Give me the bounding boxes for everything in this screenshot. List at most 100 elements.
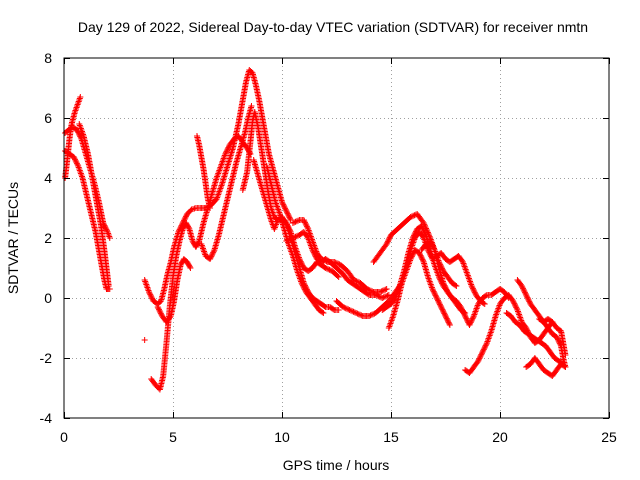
data-point-marker: [333, 260, 340, 267]
data-point-marker: [459, 307, 466, 314]
data-point-marker: [483, 341, 490, 348]
data-point-marker: [430, 244, 437, 251]
data-point-marker: [207, 205, 214, 211]
data-point-marker: [430, 287, 437, 294]
data-point-marker: [286, 214, 293, 221]
data-point-marker: [418, 255, 425, 262]
data-point-marker: [418, 253, 425, 260]
series-arc-24: [523, 355, 569, 379]
data-point-marker: [185, 224, 192, 231]
data-point-marker: [367, 312, 374, 319]
y-tick-label: 4: [44, 170, 52, 186]
data-point-marker: [182, 213, 189, 220]
data-point-marker: [381, 287, 388, 294]
data-point-marker: [181, 216, 188, 223]
data-point-marker: [477, 352, 484, 359]
data-points: [62, 67, 569, 393]
data-point-marker: [430, 288, 437, 295]
data-point-marker: [384, 292, 391, 299]
data-point-marker: [222, 151, 229, 157]
y-tick-labels: -4 -2 0 2 4 6 8: [40, 50, 53, 426]
data-point-marker: [224, 145, 231, 152]
data-point-marker: [148, 294, 155, 301]
data-point-marker: [147, 292, 154, 299]
data-point-marker: [289, 235, 296, 241]
data-point-marker: [282, 205, 289, 212]
data-point-marker: [444, 318, 451, 325]
x-tick-labels: 0 5 10 15 20 25: [60, 429, 617, 445]
data-point-marker: [73, 160, 80, 167]
data-point-marker: [300, 283, 307, 290]
data-point-marker: [520, 285, 527, 292]
data-point-marker: [350, 308, 357, 315]
series-arc-10: [198, 103, 255, 262]
data-point-marker: [379, 287, 386, 294]
data-point-marker: [463, 315, 470, 322]
data-point-marker: [416, 251, 423, 258]
y-tick-label: 2: [44, 230, 52, 246]
data-point-marker: [208, 252, 215, 259]
data-point-marker: [417, 252, 424, 259]
data-point-marker: [438, 304, 445, 310]
data-point-marker: [437, 302, 444, 309]
data-point-marker: [441, 311, 448, 318]
data-point-marker: [351, 309, 358, 316]
data-point-marker: [436, 300, 443, 307]
axis-ticks: [64, 58, 610, 419]
data-point-marker: [380, 294, 387, 301]
data-point-marker: [323, 265, 330, 272]
data-point-marker: [284, 210, 291, 217]
data-point-marker: [459, 257, 466, 264]
data-point-marker: [320, 310, 327, 316]
data-point-marker: [166, 314, 173, 321]
data-point-marker: [154, 304, 161, 310]
data-point-marker: [293, 218, 300, 225]
series-arc-8: [154, 256, 194, 325]
data-point-marker: [470, 286, 477, 293]
data-point-marker: [322, 257, 329, 264]
data-point-marker: [469, 285, 476, 292]
data-point-marker: [207, 254, 214, 261]
data-point-marker: [384, 239, 391, 246]
data-point-marker: [385, 237, 392, 244]
data-point-marker: [446, 320, 453, 327]
data-point-marker: [345, 306, 352, 313]
data-point-marker: [467, 319, 474, 326]
data-point-marker: [350, 277, 357, 283]
data-point-marker: [476, 355, 483, 362]
data-point-marker: [431, 289, 438, 296]
data-point-marker: [386, 235, 393, 242]
data-point-marker: [283, 238, 290, 244]
data-point-marker: [419, 224, 426, 231]
data-point-marker: [282, 206, 289, 213]
data-point-marker: [354, 278, 361, 285]
data-point-marker: [349, 308, 356, 315]
data-point-marker: [106, 286, 113, 292]
data-point-marker: [248, 103, 255, 109]
data-point-marker: [443, 314, 450, 321]
data-point-marker: [358, 312, 365, 319]
data-point-marker: [155, 306, 162, 313]
data-point-marker: [442, 285, 449, 292]
y-tick-label: 0: [44, 290, 52, 306]
data-point-marker: [435, 297, 442, 304]
data-point-marker: [419, 233, 426, 240]
data-point-marker: [102, 223, 109, 230]
data-point-marker: [512, 303, 519, 310]
data-point-marker: [481, 301, 488, 307]
data-point-marker: [554, 335, 561, 342]
data-point-marker: [470, 314, 477, 321]
y-tick-label: 6: [44, 110, 52, 126]
data-point-marker: [147, 291, 154, 298]
data-point-marker: [480, 346, 487, 353]
y-axis-label: SDTVAR / TECUs: [5, 182, 21, 294]
data-point-marker: [440, 307, 447, 314]
data-point-marker: [149, 295, 156, 302]
data-point-marker: [377, 289, 384, 295]
x-tick-label: 25: [601, 429, 617, 445]
data-point-marker: [292, 218, 299, 225]
data-point-marker: [300, 217, 307, 223]
data-point-marker: [521, 289, 528, 296]
data-point-marker: [433, 293, 440, 300]
data-point-marker: [429, 243, 436, 250]
